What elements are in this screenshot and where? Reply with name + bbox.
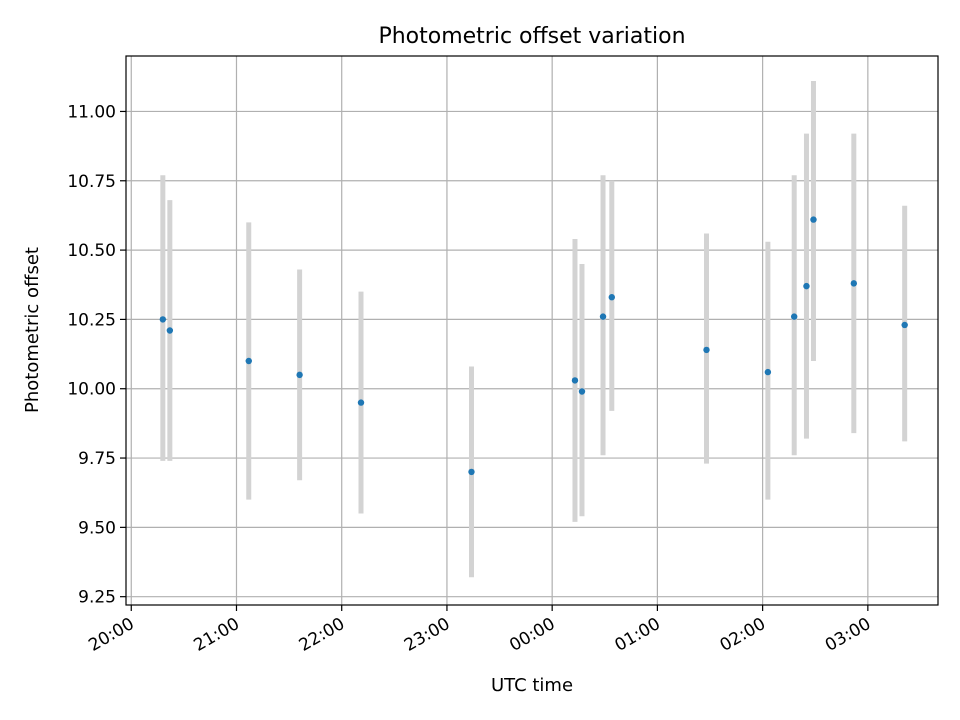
y-tick-label: 9.50: [78, 518, 116, 538]
plot-frame: [125, 55, 939, 606]
chart-title: Photometric offset variation: [378, 24, 685, 49]
data-point: [810, 216, 817, 223]
y-tick-label: 9.25: [78, 588, 116, 608]
y-tick-label: 10.75: [67, 172, 116, 192]
data-point: [296, 371, 303, 379]
data-point: [159, 316, 167, 323]
data-point: [468, 468, 475, 476]
y-tick-label: 9.75: [78, 449, 116, 469]
data-point: [703, 346, 710, 354]
data-point: [764, 368, 772, 376]
y-tick-label: 10.50: [67, 241, 116, 261]
data-point: [803, 282, 810, 290]
data-point: [245, 357, 252, 365]
x-axis-title: UTC time: [491, 675, 573, 696]
data-points: [159, 216, 908, 476]
y-axis-title: Photometric offset: [22, 247, 43, 413]
data-point: [578, 388, 586, 395]
data-point: [166, 327, 174, 334]
gridlines: [126, 56, 938, 605]
data-point: [901, 321, 908, 329]
y-tick-label: 10.00: [67, 380, 116, 400]
data-point: [790, 313, 798, 320]
data-point: [850, 280, 858, 287]
y-tick-label: 11.00: [67, 102, 116, 122]
data-point: [357, 399, 365, 406]
data-point: [599, 313, 607, 320]
data-point: [608, 294, 615, 301]
data-point: [571, 377, 579, 384]
y-tick-label: 10.25: [67, 310, 116, 330]
